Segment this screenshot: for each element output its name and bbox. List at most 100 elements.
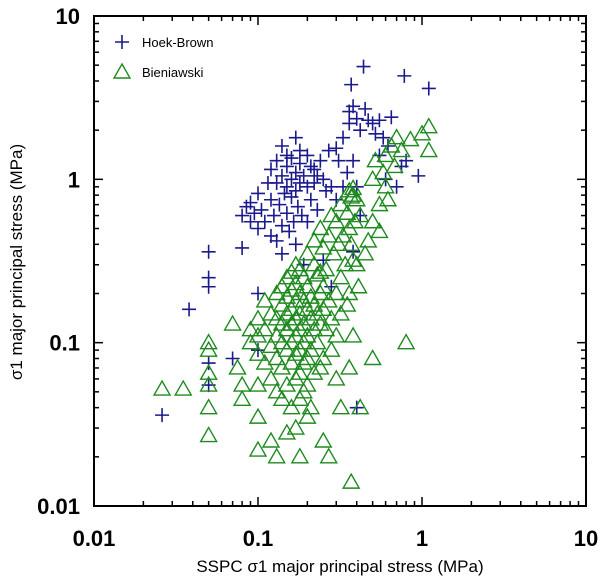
bieniawski-point: [351, 206, 370, 223]
bieniawski-point: [314, 238, 333, 255]
hoek-brown-point: [247, 206, 262, 221]
y-axis-label: σ1 major principal stress (MPa): [7, 144, 26, 380]
hoek-brown-point: [243, 195, 258, 210]
bieniawski-point: [345, 212, 365, 229]
bieniawski-point: [286, 344, 306, 361]
bieniawski-point: [314, 299, 333, 317]
x-tick-label: 1: [416, 526, 428, 551]
bieniawski-point: [351, 398, 370, 415]
bieniawski-point: [286, 255, 306, 272]
bieniawski-point: [223, 314, 242, 331]
bieniawski-point: [286, 418, 306, 435]
bieniawski-point: [261, 336, 281, 354]
hoek-brown-point: [356, 59, 371, 74]
hoek-brown-point: [274, 168, 289, 183]
bieniawski-point: [322, 309, 341, 326]
hoek-brown-point: [349, 400, 364, 415]
bieniawski-point: [248, 344, 268, 361]
bieniawski-point: [286, 369, 306, 386]
bieniawski-point: [363, 349, 382, 366]
bieniawski-point: [199, 363, 218, 380]
hoek-brown-point: [294, 208, 309, 223]
bieniawski-point: [282, 314, 301, 331]
bieniawski-point: [396, 333, 416, 350]
bieniawski-point: [248, 375, 268, 392]
bieniawski-point: [327, 284, 346, 301]
hoek-brown-point: [313, 153, 328, 168]
bieniawski-point: [199, 426, 218, 443]
bieniawski-point: [338, 295, 357, 312]
hoek-brown-point: [266, 208, 281, 223]
bieniawski-point: [314, 431, 333, 448]
hoek-brown-point: [307, 162, 322, 177]
hoek-brown-point: [303, 192, 318, 207]
bieniawski-point: [308, 304, 327, 321]
bieniawski-point: [294, 353, 313, 370]
bieniawski-point: [347, 190, 366, 207]
bieniawski-point: [282, 353, 301, 370]
bieniawski-point: [290, 447, 310, 464]
bieniawski-point: [261, 304, 281, 321]
legend-label-hoek-brown: Hoek-Brown: [142, 35, 214, 50]
bieniawski-point: [327, 212, 346, 229]
bieniawski-point: [308, 333, 327, 350]
hoek-brown-point: [251, 221, 265, 236]
bieniawski-point: [363, 212, 382, 229]
hoek-brown-point: [201, 244, 216, 259]
bieniawski-point: [419, 117, 438, 134]
hoek-brown-point: [300, 214, 315, 229]
bieniawski-point: [304, 231, 324, 248]
bieniawski-point: [340, 358, 359, 375]
hoek-brown-point: [340, 165, 355, 180]
hoek-brown-point: [300, 179, 315, 194]
hoek-brown-point: [329, 141, 344, 156]
bieniawski-point: [319, 447, 338, 464]
hoek-brown-point: [384, 110, 399, 125]
bieniawski-point: [199, 375, 218, 392]
legend-marker-hoek-brown: [115, 35, 129, 49]
legend-triangle-marker: [112, 62, 132, 79]
bieniawski-point: [298, 407, 317, 424]
bieniawski-point: [341, 472, 361, 489]
bieniawski-point: [355, 244, 375, 261]
hoek-brown-point: [286, 214, 301, 229]
hoek-brown-point: [279, 206, 294, 221]
bieniawski-point: [327, 369, 346, 386]
hoek-brown-point: [263, 162, 278, 177]
bieniawski-point: [272, 389, 292, 407]
bieniawski-point: [277, 423, 297, 440]
bieniawski-point: [316, 320, 336, 337]
bieniawski-point: [308, 265, 327, 282]
hoek-brown-point: [182, 302, 197, 317]
hoek-brown-point: [292, 175, 307, 190]
hoek-brown-point: [344, 77, 359, 92]
hoek-brown-point: [290, 199, 305, 214]
bieniawski-point: [199, 398, 218, 415]
bieniawski-point: [261, 431, 281, 448]
hoek-brown-point: [201, 279, 216, 294]
hoek-brown-point: [411, 168, 426, 183]
bieniawski-point: [290, 304, 310, 321]
hoek-brown-point: [254, 202, 269, 217]
hoek-brown-point: [274, 218, 289, 233]
bieniawski-point: [329, 234, 348, 252]
bieniawski-point: [298, 244, 317, 261]
x-tick-label: 0.01: [73, 526, 116, 551]
hoek-brown-point: [288, 183, 303, 198]
hoek-brown-point: [292, 143, 307, 158]
bieniawski-point: [277, 304, 297, 321]
bieniawski-point: [199, 340, 218, 357]
x-axis-label: SSPC σ1 major principal stress (MPa): [196, 557, 483, 576]
hoek-brown-point: [235, 208, 250, 223]
bieniawski-point: [370, 221, 389, 239]
bieniawski-point: [370, 195, 389, 212]
bieniawski-point: [286, 274, 306, 291]
bieniawski-point: [331, 304, 351, 321]
bieniawski-point: [294, 268, 313, 285]
bieniawski-point: [267, 349, 286, 366]
hoek-brown-point: [324, 179, 339, 194]
hoek-brown-point: [310, 202, 325, 217]
bieniawski-point: [298, 349, 317, 366]
bieniawski-point: [387, 128, 406, 145]
